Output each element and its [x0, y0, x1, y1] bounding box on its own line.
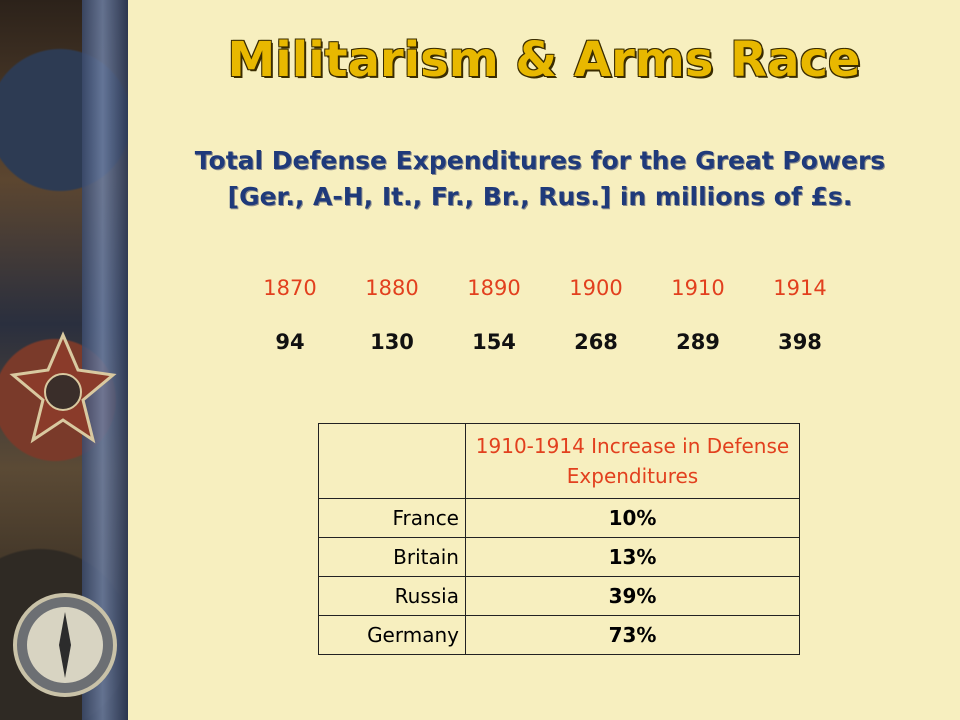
year-label: 1890 — [467, 276, 521, 300]
country-cell: Russia — [318, 576, 466, 616]
table-header: 1910-1914 Increase in Defense Expenditur… — [465, 423, 800, 499]
percent-cell: 39% — [465, 576, 800, 616]
country-cell: Britain — [318, 537, 466, 577]
percent-cell: 73% — [465, 615, 800, 655]
table-header-row: 1910-1914 Increase in Defense Expenditur… — [318, 423, 800, 499]
year-row: 1870 1880 1890 1900 1910 1914 — [240, 276, 850, 300]
increase-table: 1910-1914 Increase in Defense Expenditur… — [318, 423, 800, 655]
year-label: 1900 — [569, 276, 623, 300]
compass-icon — [13, 593, 117, 697]
table-row: Russia 39% — [318, 576, 800, 616]
expenditure-row: 94 130 154 268 289 398 — [240, 330, 850, 354]
year-label: 1914 — [773, 276, 827, 300]
table-corner-cell — [318, 423, 466, 499]
expenditure-value: 289 — [676, 330, 720, 354]
year-label: 1910 — [671, 276, 725, 300]
expenditure-value: 130 — [370, 330, 414, 354]
year-label: 1880 — [365, 276, 419, 300]
medal-cross-icon — [9, 331, 117, 444]
table-row: Britain 13% — [318, 537, 800, 577]
year-label: 1870 — [263, 276, 317, 300]
expenditure-value: 94 — [275, 330, 305, 354]
decorative-sidebar-image — [0, 0, 128, 720]
table-row: France 10% — [318, 498, 800, 538]
country-cell: France — [318, 498, 466, 538]
expenditure-value: 398 — [778, 330, 822, 354]
table-row: Germany 73% — [318, 615, 800, 655]
percent-cell: 10% — [465, 498, 800, 538]
expenditure-value: 154 — [472, 330, 516, 354]
percent-cell: 13% — [465, 537, 800, 577]
slide-subtitle: Total Defense Expenditures for the Great… — [194, 146, 886, 211]
expenditure-value: 268 — [574, 330, 618, 354]
country-cell: Germany — [318, 615, 466, 655]
slide-title: Militarism & Arms Race — [227, 32, 861, 88]
